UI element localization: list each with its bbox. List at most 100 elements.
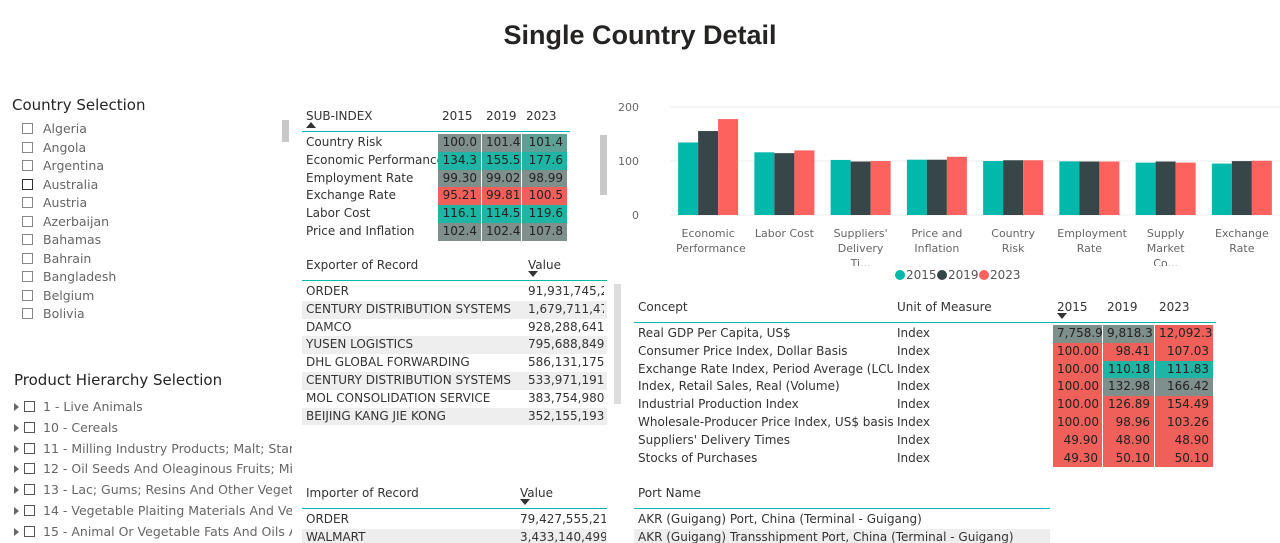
column-header[interactable]: 2015 [1057,300,1088,314]
country-option[interactable]: Angola [22,140,86,155]
table-row: CENTURY DISTRIBUTION SYSTEMS 1,679,711,47 [302,300,607,319]
table-cell: Country Risk [306,135,383,149]
x-tick-label: Country Risk [991,227,1035,255]
country-option[interactable]: Australia [22,177,98,192]
legend-label[interactable]: 2015 [906,268,937,282]
table-cell: BEIJING KANG JIE KONG [306,408,446,423]
table-cell: Consumer Price Index, Dollar Basis [638,343,848,358]
table-cell: DAMCO [306,319,352,334]
table-cell: 98.41 [1103,342,1155,361]
table-cell: 50.10 [1103,449,1155,468]
table-cell: 100.5 [522,187,568,206]
column-header[interactable]: 2019 [1107,300,1138,314]
option-label: Azerbaijan [43,213,110,229]
country-option[interactable]: Bahamas [22,232,101,247]
table-row: ORDER 91,931,745,2 [302,283,607,301]
sort-arrow [1057,313,1067,319]
column-header[interactable]: 2023 [1159,300,1190,314]
table-cell: CENTURY DISTRIBUTION SYSTEMS [306,301,511,316]
table: Port Name AKR (Guigang) Port, China (Term… [634,482,1050,543]
x-label-box: Employment Rate [1057,227,1127,255]
column-header[interactable]: Unit of Measure [897,300,992,314]
country-option[interactable]: Bangladesh [22,269,116,284]
option-label: 15 - Animal Or Vegetable Fats And Oils A… [43,523,292,539]
country-option[interactable]: Bolivia [22,306,85,321]
legend-label[interactable]: 2019 [948,268,979,282]
table-cell: Price and Inflation [306,223,415,238]
column-header[interactable]: Importer of Record [306,486,419,500]
table-cell: Exchange Rate [306,188,396,203]
column-header[interactable]: 2015 [442,109,473,123]
product-option[interactable]: 10 - Cereals [14,420,292,435]
table-header: Port Name [634,482,1050,509]
table-cell: 119.6 [522,205,568,223]
checkbox [24,442,35,454]
country-option[interactable]: Argentina [22,158,104,173]
country-option[interactable]: Austria [22,195,87,210]
country-option[interactable]: Azerbaijan [22,214,109,229]
table-cell: 383,754,980 [528,390,604,405]
table-cell: 352,155,193 [528,408,604,423]
table-cell: DHL GLOBAL FORWARDING [306,355,470,370]
page-title: Single Country Detail [503,20,777,50]
bar [1155,161,1176,215]
product-option[interactable]: 14 - Vegetable Plaiting Materials And Ve… [14,503,292,518]
bar [1059,161,1080,215]
table-row: Exchange Rate 95.21 99.81 100.5 [302,187,570,206]
table-cell: 110.18 [1103,360,1155,379]
x-tick-label: Suppliers' Delivery Ti... [833,227,888,266]
bar [1231,161,1252,215]
option-label: Bangladesh [43,269,117,284]
expand-arrow [14,423,19,432]
column-header[interactable]: Port Name [638,486,702,500]
table-cell: Index [897,397,931,412]
bar [1211,163,1232,215]
product-option[interactable]: 11 - Milling Industry Products; Malt; St… [14,441,292,456]
column-header[interactable]: Exporter of Record [306,258,419,272]
scrollbar [600,135,607,195]
country-option[interactable]: Algeria [22,121,87,136]
legend-label[interactable]: 2023 [990,268,1021,282]
table-row: Industrial Production Index Index 100.00 12… [634,396,1216,414]
column-header[interactable]: Value [520,486,553,500]
table-cell: 100.00 [1053,413,1103,432]
table-row: Employment Rate 99.30 99.02 98.99 [302,169,570,188]
column-header[interactable]: SUB-INDEX [306,109,373,123]
scrollbar [282,120,289,142]
table-cell: 48.90 [1155,431,1214,450]
table-header: Importer of Record Value [302,482,607,509]
product-option[interactable]: 1 - Live Animals [14,399,292,414]
table-cell: Index [897,361,931,376]
table-row: Suppliers' Delivery Times Index 49.90 48.90… [634,431,1216,450]
product-option[interactable]: 13 - Lac; Gums; Resins And Other Vegetab… [14,482,292,497]
table-cell: WALMART [306,529,366,543]
table-cell: AKR (Guigang) Transshipment Port, China … [638,529,1014,543]
bar [718,119,739,215]
option-label: Australia [43,176,99,192]
x-tick-label: Supply Market Co... [1146,227,1185,266]
checkbox [24,525,35,537]
country-option[interactable]: Belgium [22,288,94,303]
checkbox [22,160,33,171]
country-option[interactable]: Bahrain [22,251,91,266]
slicer-title: Country Selection [12,96,146,114]
product-option[interactable]: 12 - Oil Seeds And Oleaginous Fruits; Mi… [14,461,292,476]
column-header[interactable]: 2023 [526,109,557,123]
x-tick-label: Exchange Rate [1215,227,1269,255]
slicer-title: Product Hierarchy Selection [14,371,223,389]
column-header[interactable]: 2019 [486,109,517,123]
column-header[interactable]: Concept [638,300,688,314]
column-header[interactable]: Value [528,258,561,272]
product-option[interactable]: 15 - Animal Or Vegetable Fats And Oils A… [14,524,292,539]
legend-marker [895,270,905,280]
table-cell: 100.00 [1053,360,1103,379]
table-cell: 134.3 [438,151,482,170]
table-cell: Labor Cost [306,206,371,221]
table-cell: AKR (Guigang) Port, China (Terminal - Gu… [638,512,922,526]
table: Importer of Record Value ORDER 79,427,555,2… [302,482,607,543]
checkbox [24,484,35,496]
checkbox [22,197,33,208]
table-row: Price and Inflation 102.4 102.4 107.8 [302,222,570,241]
table-cell: 12,092.3 [1155,325,1214,343]
table-row: ORDER 79,427,555,215 [302,511,607,529]
